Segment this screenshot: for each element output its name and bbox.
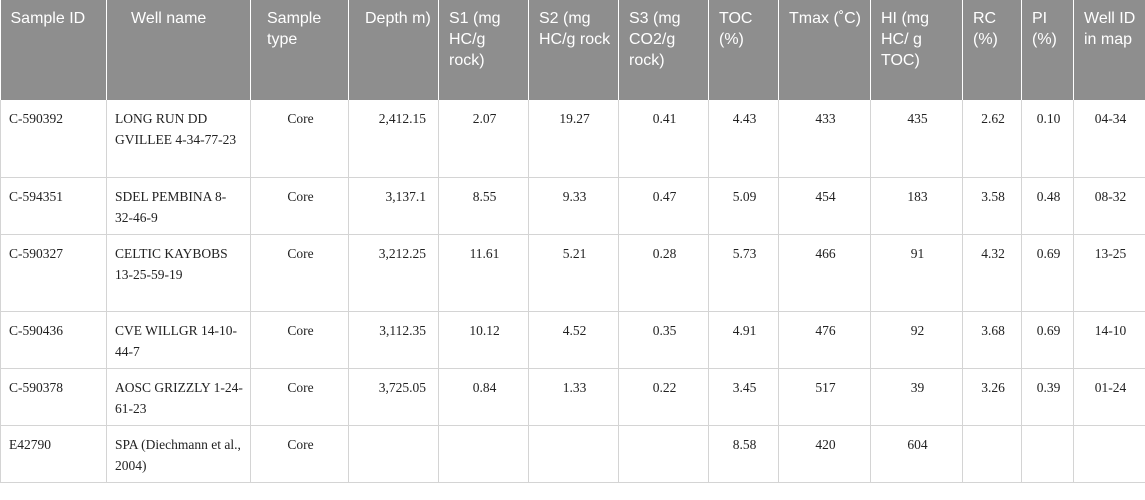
cell-sample-id: C-594351 bbox=[0, 177, 107, 235]
column-header-s1: S1 (mg HC/g rock) bbox=[438, 0, 529, 100]
cell-tmax: 433 bbox=[778, 100, 871, 178]
cell-s2: 5.21 bbox=[528, 234, 619, 312]
cell-s2: 4.52 bbox=[528, 311, 619, 369]
cell-s1: 8.55 bbox=[438, 177, 529, 235]
cell-depth: 3,137.1 bbox=[348, 177, 439, 235]
cell-tmax: 420 bbox=[778, 425, 871, 483]
cell-pi: 0.10 bbox=[1021, 100, 1074, 178]
column-header-hi: HI (mg HC/ g TOC) bbox=[870, 0, 963, 100]
cell-sample-type: Core bbox=[250, 425, 349, 483]
cell-toc: 8.58 bbox=[708, 425, 779, 483]
column-header-toc: TOC (%) bbox=[708, 0, 779, 100]
cell-well-id: 14-10 bbox=[1073, 311, 1145, 369]
cell-well-id: 04-34 bbox=[1073, 100, 1145, 178]
cell-depth bbox=[348, 425, 439, 483]
column-header-well-name: Well name bbox=[106, 0, 251, 100]
column-header-tmax: Tmax (˚C) bbox=[778, 0, 871, 100]
cell-sample-type: Core bbox=[250, 100, 349, 178]
cell-s2 bbox=[528, 425, 619, 483]
cell-hi: 39 bbox=[870, 368, 963, 426]
cell-s1: 10.12 bbox=[438, 311, 529, 369]
cell-well-name: CVE WILLGR 14-10-44-7 bbox=[106, 311, 251, 369]
cell-well-name: AOSC GRIZZLY 1-24-61-23 bbox=[106, 368, 251, 426]
cell-well-name: LONG RUN DD GVILLEE 4-34-77-23 bbox=[106, 100, 251, 178]
cell-s3: 0.22 bbox=[618, 368, 709, 426]
column-header-sample-id: Sample ID bbox=[0, 0, 107, 100]
cell-sample-type: Core bbox=[250, 177, 349, 235]
table-row: C-590392 LONG RUN DD GVILLEE 4-34-77-23 … bbox=[0, 100, 1145, 178]
cell-sample-id: C-590327 bbox=[0, 234, 107, 312]
cell-well-id bbox=[1073, 425, 1145, 483]
cell-well-name: SPA (Diechmann et al., 2004) bbox=[106, 425, 251, 483]
table-row: C-590378 AOSC GRIZZLY 1-24-61-23 Core 3,… bbox=[0, 368, 1145, 426]
cell-well-id: 01-24 bbox=[1073, 368, 1145, 426]
cell-s1: 2.07 bbox=[438, 100, 529, 178]
cell-pi bbox=[1021, 425, 1074, 483]
cell-tmax: 476 bbox=[778, 311, 871, 369]
table-row: C-590436 CVE WILLGR 14-10-44-7 Core 3,11… bbox=[0, 311, 1145, 369]
cell-toc: 3.45 bbox=[708, 368, 779, 426]
table-row: C-590327 CELTIC KAYBOBS 13-25-59-19 Core… bbox=[0, 234, 1145, 312]
cell-hi: 435 bbox=[870, 100, 963, 178]
cell-s3: 0.35 bbox=[618, 311, 709, 369]
cell-hi: 91 bbox=[870, 234, 963, 312]
cell-toc: 4.43 bbox=[708, 100, 779, 178]
cell-sample-type: Core bbox=[250, 234, 349, 312]
cell-toc: 5.73 bbox=[708, 234, 779, 312]
cell-toc: 5.09 bbox=[708, 177, 779, 235]
cell-well-name: SDEL PEMBINA 8-32-46-9 bbox=[106, 177, 251, 235]
cell-depth: 2,412.15 bbox=[348, 100, 439, 178]
column-header-well-id: Well ID in map bbox=[1073, 0, 1145, 100]
cell-rc: 3.26 bbox=[962, 368, 1022, 426]
cell-pi: 0.48 bbox=[1021, 177, 1074, 235]
cell-depth: 3,112.35 bbox=[348, 311, 439, 369]
cell-rc: 2.62 bbox=[962, 100, 1022, 178]
table-row: C-594351 SDEL PEMBINA 8-32-46-9 Core 3,1… bbox=[0, 177, 1145, 235]
table-row: E42790 SPA (Diechmann et al., 2004) Core… bbox=[0, 425, 1145, 483]
cell-pi: 0.69 bbox=[1021, 234, 1074, 312]
cell-s3: 0.41 bbox=[618, 100, 709, 178]
cell-s2: 19.27 bbox=[528, 100, 619, 178]
column-header-s3: S3 (mg CO2/g rock) bbox=[618, 0, 709, 100]
cell-rc: 3.68 bbox=[962, 311, 1022, 369]
cell-rc: 4.32 bbox=[962, 234, 1022, 312]
cell-sample-id: C-590392 bbox=[0, 100, 107, 178]
cell-pi: 0.69 bbox=[1021, 311, 1074, 369]
cell-s3: 0.28 bbox=[618, 234, 709, 312]
cell-s1: 11.61 bbox=[438, 234, 529, 312]
column-header-sample-type: Sample type bbox=[250, 0, 349, 100]
column-header-rc: RC (%) bbox=[962, 0, 1022, 100]
cell-hi: 92 bbox=[870, 311, 963, 369]
cell-tmax: 517 bbox=[778, 368, 871, 426]
cell-sample-id: C-590436 bbox=[0, 311, 107, 369]
cell-well-id: 13-25 bbox=[1073, 234, 1145, 312]
cell-s2: 9.33 bbox=[528, 177, 619, 235]
cell-hi: 604 bbox=[870, 425, 963, 483]
cell-s3 bbox=[618, 425, 709, 483]
cell-tmax: 454 bbox=[778, 177, 871, 235]
cell-depth: 3,725.05 bbox=[348, 368, 439, 426]
data-table: Sample ID Well name Sample type Depth m)… bbox=[0, 0, 1145, 483]
cell-s1: 0.84 bbox=[438, 368, 529, 426]
cell-sample-type: Core bbox=[250, 311, 349, 369]
cell-well-id: 08-32 bbox=[1073, 177, 1145, 235]
cell-s2: 1.33 bbox=[528, 368, 619, 426]
cell-sample-id: E42790 bbox=[0, 425, 107, 483]
cell-rc: 3.58 bbox=[962, 177, 1022, 235]
column-header-pi: PI (%) bbox=[1021, 0, 1074, 100]
column-header-s2: S2 (mg HC/g rock bbox=[528, 0, 619, 100]
cell-hi: 183 bbox=[870, 177, 963, 235]
cell-sample-id: C-590378 bbox=[0, 368, 107, 426]
cell-rc bbox=[962, 425, 1022, 483]
cell-s3: 0.47 bbox=[618, 177, 709, 235]
header-row: Sample ID Well name Sample type Depth m)… bbox=[0, 0, 1145, 100]
cell-pi: 0.39 bbox=[1021, 368, 1074, 426]
cell-tmax: 466 bbox=[778, 234, 871, 312]
cell-depth: 3,212.25 bbox=[348, 234, 439, 312]
cell-well-name: CELTIC KAYBOBS 13-25-59-19 bbox=[106, 234, 251, 312]
cell-toc: 4.91 bbox=[708, 311, 779, 369]
column-header-depth: Depth m) bbox=[348, 0, 439, 100]
cell-sample-type: Core bbox=[250, 368, 349, 426]
cell-s1 bbox=[438, 425, 529, 483]
